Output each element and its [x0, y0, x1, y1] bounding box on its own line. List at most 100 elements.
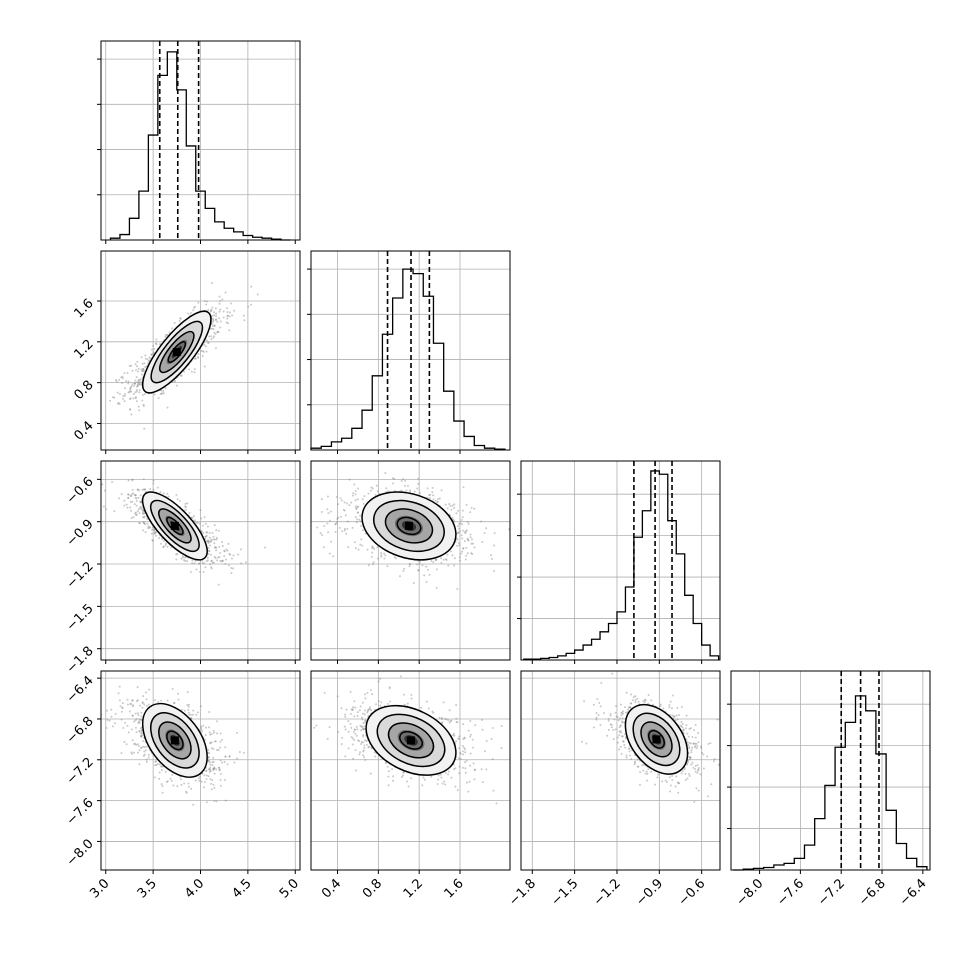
- scatter-point: [208, 761, 211, 764]
- contour-line: [159, 330, 195, 374]
- scatter-point: [315, 724, 318, 727]
- scatter-point: [147, 527, 150, 530]
- scatter-point: [659, 705, 662, 708]
- scatter-point: [697, 767, 700, 770]
- scatter-point: [169, 777, 172, 780]
- scatter-point: [362, 502, 365, 505]
- scatter-point: [198, 562, 201, 565]
- scatter-point: [133, 751, 136, 754]
- scatter-point: [101, 483, 104, 486]
- scatter-point: [207, 540, 210, 543]
- scatter-point: [623, 743, 626, 746]
- scatter-point: [435, 558, 438, 561]
- scatter-point: [183, 559, 186, 562]
- scatter-point: [225, 321, 228, 324]
- scatter-point: [170, 546, 173, 549]
- scatter-point: [358, 740, 361, 743]
- scatter-point: [244, 561, 247, 564]
- scatter-point: [668, 776, 671, 779]
- scatter-point: [615, 705, 618, 708]
- scatter-point: [457, 542, 460, 545]
- scatter-point: [212, 319, 215, 322]
- scatter-point: [173, 380, 176, 383]
- scatter-point: [453, 503, 456, 506]
- scatter-point: [417, 569, 420, 572]
- scatter-point: [127, 493, 130, 496]
- scatter-point: [453, 520, 456, 523]
- scatter-point: [65, 411, 67, 413]
- scatter-point: [184, 502, 187, 505]
- scatter-point: [362, 728, 365, 731]
- scatter-point: [694, 742, 697, 745]
- scatter-point: [681, 726, 684, 729]
- scatter-point: [656, 776, 659, 779]
- scatter-point: [213, 546, 216, 549]
- scatter-point: [435, 586, 438, 589]
- scatter-point: [685, 714, 688, 717]
- scatter-point: [133, 720, 136, 723]
- scatter-point: [326, 508, 329, 511]
- scatter-point: [216, 330, 219, 333]
- scatter-point: [599, 705, 602, 708]
- scatter-point: [370, 555, 373, 558]
- scatter-point: [209, 327, 212, 330]
- scatter-point: [133, 493, 136, 496]
- scatter-point: [700, 745, 703, 748]
- scatter-point: [124, 392, 127, 395]
- scatter-point: [689, 742, 692, 745]
- scatter-point: [130, 493, 133, 496]
- scatter-point: [350, 736, 353, 739]
- scatter-point: [137, 384, 140, 387]
- scatter-point: [619, 724, 622, 727]
- scatter-point: [363, 746, 366, 749]
- contour-line: [141, 702, 208, 778]
- scatter-point: [136, 385, 139, 388]
- scatter-point: [193, 368, 196, 371]
- scatter-point: [124, 721, 127, 724]
- scatter-point: [701, 751, 704, 754]
- panel-frame: [730, 670, 931, 871]
- scatter-point: [356, 511, 359, 514]
- scatter-point: [457, 527, 460, 530]
- scatter-point: [221, 761, 224, 764]
- scatter-point: [250, 285, 253, 288]
- scatter-point: [108, 719, 111, 722]
- scatter-point: [694, 736, 697, 739]
- scatter-point: [632, 696, 635, 699]
- scatter-point: [133, 742, 136, 745]
- scatter-point: [126, 698, 129, 701]
- scatter-point: [155, 763, 158, 766]
- scatter-point: [189, 312, 192, 315]
- x-tick-label: −8.0: [733, 876, 766, 909]
- scatter-point: [166, 699, 169, 702]
- scatter-point: [449, 720, 452, 723]
- scatter-point: [142, 516, 145, 519]
- scatter-point: [188, 368, 191, 371]
- scatter-point: [160, 783, 163, 786]
- scatter-point: [420, 706, 423, 709]
- y-tick-label: −0.6: [64, 474, 97, 507]
- scatter-point: [485, 527, 488, 530]
- scatter-point: [137, 714, 140, 717]
- scatter-point: [624, 746, 627, 749]
- scatter-point: [130, 517, 133, 520]
- scatter-point: [135, 731, 138, 734]
- scatter-point: [110, 708, 113, 711]
- scatter-point: [232, 554, 235, 557]
- scatter-point: [205, 303, 208, 306]
- scatter-point: [160, 765, 163, 768]
- scatter-point: [352, 757, 355, 760]
- scatter-point: [679, 724, 682, 727]
- scatter-point: [680, 720, 683, 723]
- scatter-point: [218, 556, 221, 559]
- scatter-point: [637, 765, 640, 768]
- scatter-point: [188, 511, 191, 514]
- scatter-point: [140, 356, 143, 359]
- scatter-point: [219, 779, 222, 782]
- scatter-point: [406, 780, 409, 783]
- scatter-point: [431, 486, 434, 489]
- scatter-point: [444, 503, 447, 506]
- scatter-point: [158, 771, 161, 774]
- scatter-point: [161, 791, 164, 794]
- scatter-point: [621, 711, 624, 714]
